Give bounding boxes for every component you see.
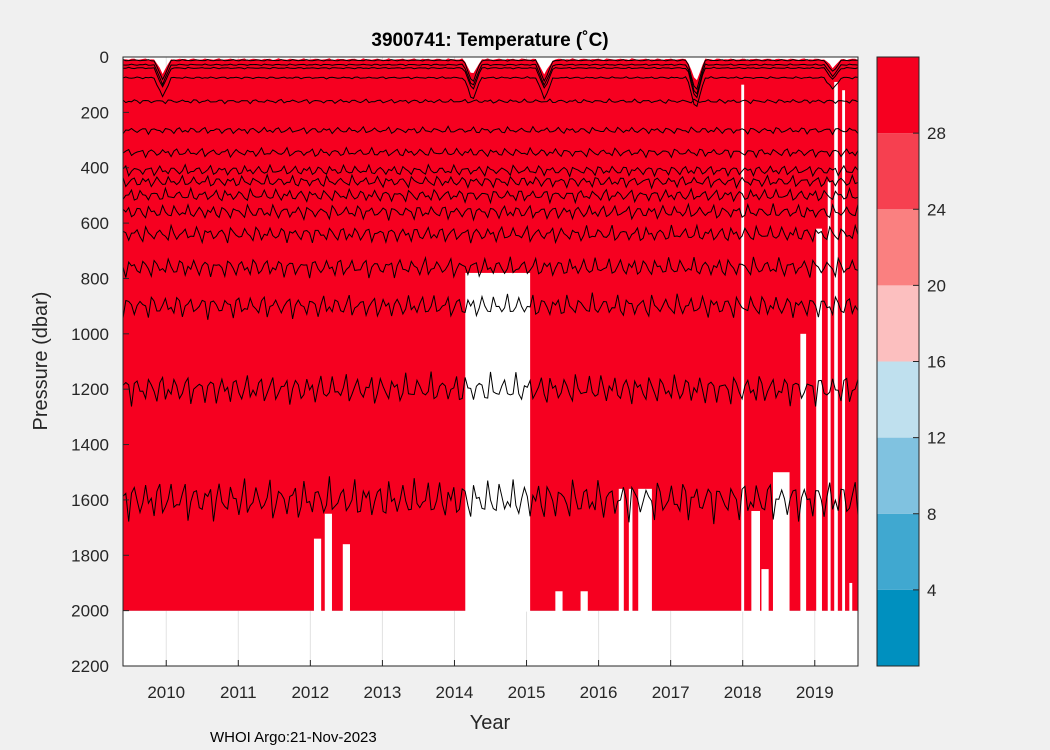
plot-frame [122, 56, 859, 667]
data-gap [842, 90, 846, 612]
y-axis-label: Pressure (dbar) [30, 292, 52, 431]
isotherm-line [123, 186, 858, 205]
colorbar-tick-label: 24 [927, 200, 946, 219]
colorbar-tick-label: 16 [927, 353, 946, 372]
isotherm-line [123, 371, 858, 407]
isotherm-line [123, 63, 858, 95]
footer-stamp: WHOI Argo:21-Nov-2023 [210, 729, 377, 746]
isotherm-line [123, 476, 858, 525]
x-tick-label: 2015 [508, 683, 546, 702]
y-tick-label: 1600 [71, 491, 109, 510]
isotherm-line [123, 255, 858, 279]
isotherm-lines [123, 58, 858, 525]
x-tick-label: 2018 [724, 683, 762, 702]
isotherm-line [123, 58, 858, 91]
y-axis-ticks: 0 200 400 600 800 1000 1200 1400 1600 1800 2000 220… [71, 48, 129, 676]
x-tick-label: 2019 [796, 683, 834, 702]
colorbar-tick-label: 20 [927, 276, 946, 295]
data-gap [816, 228, 822, 612]
y-tick-label: 400 [81, 159, 109, 178]
data-gap [800, 333, 807, 612]
data-gap [834, 81, 838, 612]
isotherm-line [123, 125, 858, 136]
colorbar-tick-label: 28 [927, 124, 946, 143]
x-tick-label: 2016 [580, 683, 618, 702]
colorbar-bin-4 [877, 513, 919, 590]
colorbar-bin-12 [877, 361, 919, 438]
y-tick-label: 1200 [71, 380, 109, 399]
y-tick-label: 0 [100, 48, 109, 67]
colorbar-tick-label: 12 [927, 429, 946, 448]
colorbar-bin-8 [877, 437, 919, 514]
x-tick-label: 2012 [291, 683, 329, 702]
data-gap [465, 272, 531, 612]
colorbar-ticks: 4 8 12 16 20 24 28 [913, 124, 946, 600]
y-tick-label: 2200 [71, 657, 109, 676]
x-tick-label: 2013 [363, 683, 401, 702]
colorbar-bin-28 [877, 57, 919, 134]
data-gaps [313, 81, 853, 612]
data-gap [761, 569, 769, 612]
colorbar-bin-0 [877, 589, 919, 666]
chart-title: 3900741: Temperature (˚C) [371, 30, 608, 51]
isotherm-line [123, 223, 858, 245]
data-gap [342, 544, 350, 612]
x-tick-label: 2010 [147, 683, 185, 702]
y-tick-label: 1000 [71, 325, 109, 344]
x-axis-ticks: 2010 2011 2012 2013 2014 2015 2016 2017 2018 2019 [147, 660, 834, 702]
data-gap [741, 84, 745, 612]
data-gap [827, 181, 831, 612]
y-tick-label: 800 [81, 269, 109, 288]
y-tick-label: 2000 [71, 602, 109, 621]
data-gap [628, 488, 633, 612]
y-tick-label: 200 [81, 103, 109, 122]
isotherm-line [123, 66, 858, 99]
data-gap [751, 510, 760, 612]
isotherm-line [123, 146, 858, 159]
colorbar-bin-20 [877, 209, 919, 286]
x-axis-label: Year [470, 712, 511, 734]
data-gap [618, 488, 624, 612]
x-tick-label: 2017 [652, 683, 690, 702]
isotherm-line [123, 292, 858, 320]
data-gap [849, 582, 853, 612]
y-tick-label: 1400 [71, 436, 109, 455]
colorbar-tick-label: 4 [927, 581, 936, 600]
isotherm-line [123, 76, 858, 108]
data-gap [772, 472, 790, 612]
isotherm-line [123, 98, 858, 105]
colorbar-bin-16 [877, 285, 919, 362]
data-gap [638, 488, 652, 612]
isotherm-line [123, 202, 858, 222]
data-gap [313, 538, 322, 612]
colorbar [876, 56, 920, 667]
x-tick-label: 2014 [436, 683, 474, 702]
data-gap [324, 513, 332, 612]
data-gap [580, 591, 588, 612]
colorbar-tick-label: 8 [927, 505, 936, 524]
y-tick-label: 1800 [71, 546, 109, 565]
x-tick-label: 2011 [220, 683, 257, 702]
data-gap [555, 591, 563, 612]
isotherm-line [123, 173, 858, 190]
y-tick-label: 600 [81, 214, 109, 233]
isotherm-line [123, 163, 858, 178]
colorbar-bin-24 [877, 133, 919, 210]
